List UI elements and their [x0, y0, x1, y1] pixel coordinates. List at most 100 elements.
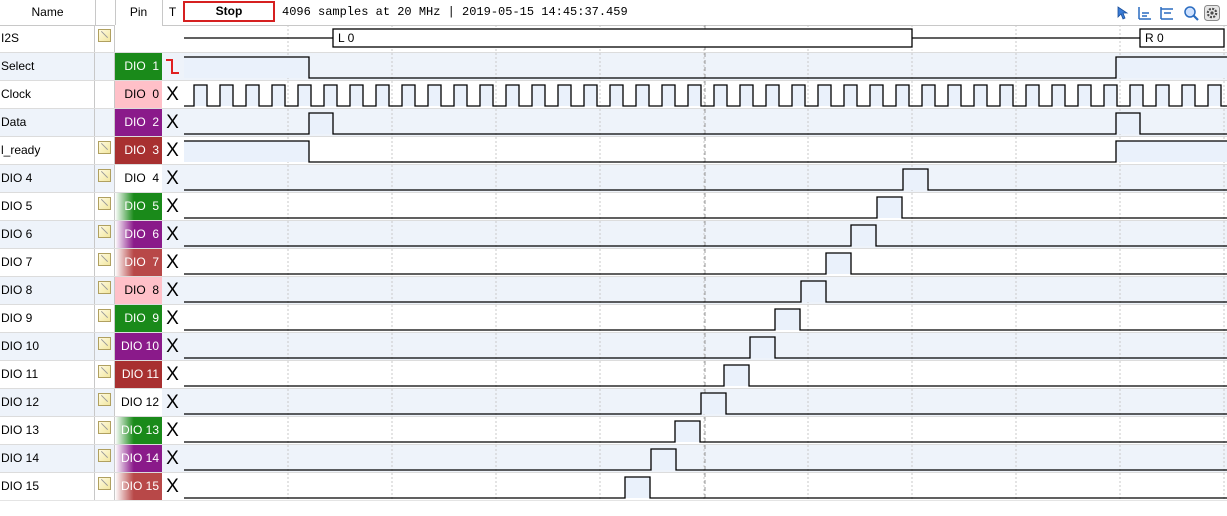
note-icon[interactable] [98, 393, 111, 406]
pin-badge[interactable]: DIO 0 [115, 81, 162, 108]
horizontal-scrollbar[interactable] [0, 500, 1227, 516]
channel-name[interactable]: DIO 13 [0, 417, 95, 444]
high-level-fill [662, 85, 675, 106]
pin-badge[interactable]: DIO 10 [115, 333, 162, 360]
trigger-ignore-icon[interactable]: X [166, 112, 179, 133]
channel-name[interactable]: Data [0, 109, 95, 136]
trigger-column-header[interactable]: T [168, 5, 177, 19]
pin-badge[interactable]: DIO 8 [115, 277, 162, 304]
pin-badge[interactable]: DIO 3 [115, 137, 162, 164]
channel-row[interactable]: DIO 12 DIO 12 X [0, 389, 1227, 417]
channel-row[interactable]: DIO 14 DIO 14 X [0, 445, 1227, 473]
note-icon[interactable] [98, 225, 111, 238]
channel-name[interactable]: DIO 11 [0, 361, 95, 388]
high-level-fill [272, 85, 285, 106]
trigger-ignore-icon[interactable]: X [166, 280, 179, 301]
channel-name[interactable]: DIO 5 [0, 193, 95, 220]
pin-badge[interactable]: DIO 14 [115, 445, 162, 472]
trigger-ignore-icon[interactable]: X [166, 364, 179, 385]
falling-edge-trigger-icon[interactable] [163, 53, 182, 80]
channel-name[interactable]: DIO 15 [0, 473, 95, 500]
pin-badge[interactable]: DIO 4 [115, 165, 162, 192]
pin-badge[interactable]: DIO 2 [115, 109, 162, 136]
channel-name[interactable]: DIO 6 [0, 221, 95, 248]
channel-row[interactable]: DIO 13 DIO 13 X [0, 417, 1227, 445]
high-level-fill [1156, 85, 1169, 106]
channel-row[interactable]: DIO 11 DIO 11 X [0, 361, 1227, 389]
cursor-arrow-icon[interactable] [1115, 5, 1131, 21]
note-icon[interactable] [98, 477, 111, 490]
note-icon[interactable] [98, 309, 111, 322]
channel-name[interactable]: Select [0, 53, 95, 80]
channel-name[interactable]: Clock [0, 81, 95, 108]
bus-segment [332, 28, 913, 48]
trigger-ignore-icon[interactable]: X [166, 336, 179, 357]
pin-badge[interactable]: DIO 15 [115, 473, 162, 500]
bus-name[interactable]: I2S [0, 25, 95, 52]
pin-column-header[interactable]: Pin [115, 0, 163, 25]
channel-name[interactable]: DIO 4 [0, 165, 95, 192]
note-icon[interactable] [98, 281, 111, 294]
note-icon[interactable] [98, 449, 111, 462]
align-left-icon[interactable] [1137, 5, 1153, 21]
high-level-fill [870, 85, 883, 106]
zoom-icon[interactable] [1183, 5, 1199, 21]
pin-badge[interactable]: DIO 6 [115, 221, 162, 248]
note-cell [95, 165, 115, 192]
channel-row[interactable]: DIO 10 DIO 10 X [0, 333, 1227, 361]
trigger-ignore-icon[interactable]: X [166, 140, 179, 161]
align-right-icon[interactable] [1159, 5, 1175, 21]
high-level-fill [480, 85, 493, 106]
name-column-header[interactable]: Name [0, 0, 96, 25]
high-level-fill [532, 85, 545, 106]
bus-row-i2s[interactable]: I2S [0, 25, 1227, 53]
pin-badge[interactable]: DIO 1 [115, 53, 162, 80]
note-icon[interactable] [98, 365, 111, 378]
note-icon[interactable] [98, 169, 111, 182]
channel-name[interactable]: DIO 10 [0, 333, 95, 360]
trigger-ignore-icon[interactable]: X [166, 196, 179, 217]
channel-name[interactable]: DIO 12 [0, 389, 95, 416]
settings-icon[interactable] [1204, 5, 1220, 21]
pin-badge[interactable]: DIO 11 [115, 361, 162, 388]
trigger-ignore-icon[interactable]: X [166, 252, 179, 273]
note-icon[interactable] [98, 29, 111, 42]
trigger-ignore-icon[interactable]: X [166, 420, 179, 441]
note-icon[interactable] [98, 253, 111, 266]
trigger-ignore-icon[interactable]: X [166, 448, 179, 469]
note-icon[interactable] [98, 141, 111, 154]
trigger-ignore-icon[interactable]: X [166, 392, 179, 413]
pin-badge[interactable]: DIO 9 [115, 305, 162, 332]
note-icon[interactable] [98, 421, 111, 434]
trigger-ignore-icon[interactable]: X [166, 476, 179, 497]
trigger-ignore-icon[interactable]: X [166, 308, 179, 329]
note-cell [95, 417, 115, 444]
pin-badge[interactable]: DIO 13 [115, 417, 162, 444]
channel-name[interactable]: DIO 7 [0, 249, 95, 276]
high-level-fill [851, 225, 876, 246]
stop-button[interactable]: Stop [183, 1, 275, 22]
pin-badge[interactable]: DIO 5 [115, 193, 162, 220]
channel-name[interactable]: DIO 14 [0, 445, 95, 472]
note-icon[interactable] [98, 197, 111, 210]
high-level-fill [309, 113, 333, 134]
channel-name[interactable]: DIO 9 [0, 305, 95, 332]
waveform-area[interactable]: L 0 R 0 [0, 0, 1227, 500]
channel-name[interactable]: DIO 8 [0, 277, 95, 304]
pin-badge[interactable]: DIO 7 [115, 249, 162, 276]
trigger-ignore-icon[interactable]: X [166, 224, 179, 245]
pin-badge[interactable]: DIO 12 [115, 389, 162, 416]
channel-name[interactable]: l_ready [0, 137, 95, 164]
note-icon[interactable] [98, 337, 111, 350]
trigger-ignore-icon[interactable]: X [166, 84, 179, 105]
trigger-ignore-icon[interactable]: X [166, 168, 179, 189]
